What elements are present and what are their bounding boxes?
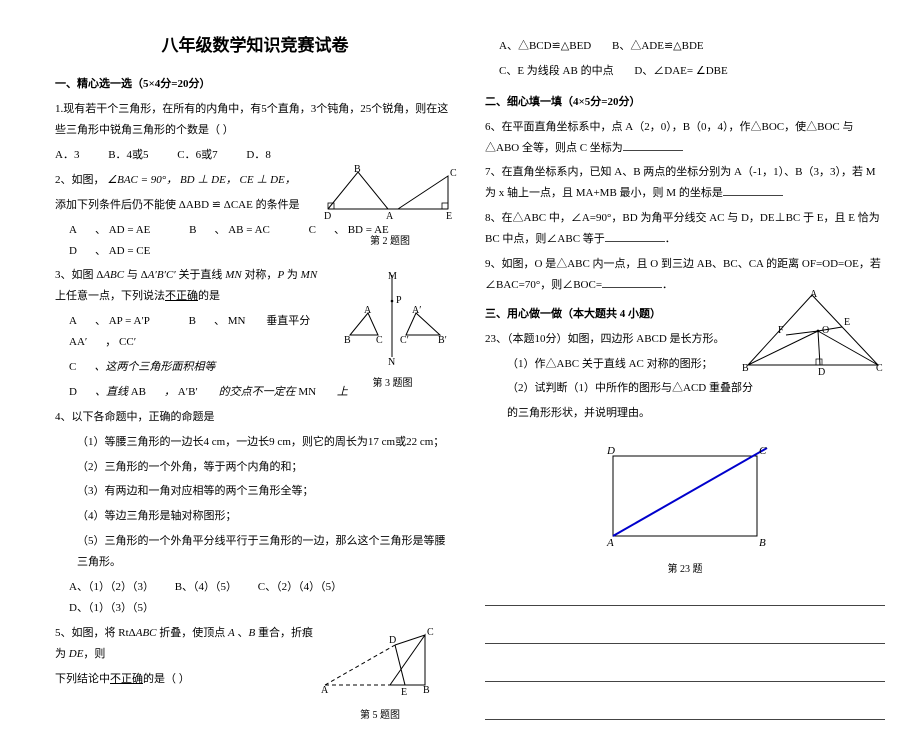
q1: 1.现有若干个三角形，在所有的内角中，有5个直角，3个钝角，25个锐角，则在这些… [55,99,455,141]
q1-options: A．3 B．4或5 C．6或7 D．8 [55,145,455,166]
section-2-heading: 二、细心填一填（4×5分=20分） [485,92,885,113]
q9-text: 9、如图，O 是△ABC 内一点，且 O 到三边 AB、BC、CA 的距离 OF… [485,258,881,291]
q23-p1: （1）作△ABC 关于直线 AC 对称的图形； [485,354,885,375]
q23-p2: （2）试判断（1）中所作的图形与△ACD 重叠部分 [485,378,885,399]
q23-stem: 23、（本题10分）如图，四边形 ABCD 是长方形。 [485,329,885,350]
q7-text: 7、在直角坐标系内，已知 A、B 两点的坐标分别为 A（-1，1）、B（3，3）… [485,166,876,199]
q4-s3: （3）有两边和一角对应相等的两个三角形全等； [55,481,455,502]
q4-A: A、（1）（2）（3） [69,581,154,593]
q5-A: A、△BCD≌△BED [499,40,591,52]
q2-pre: 2、如图， [55,174,105,186]
q3-wrap: M N P A B C A′ C′ B′ 第 3 题图 3、如图 ΔABC 与 … [55,265,455,402]
q5-stem-a: 5、如图，将 RtΔABC 折叠，使顶点 A 、B 重合，折痕为 DE，则 [55,623,455,665]
svg-text:A: A [606,537,614,549]
q8: 8、在△ABC 中，∠A=90°，BD 为角平分线交 AC 与 D，DE⊥BC … [485,208,885,250]
q7-blank [723,184,783,196]
fig23-caption: 第 23 题 [485,560,885,579]
right-column: A、△BCD≌△BED B、△ADE≌△BDE C、E 为线段 AB 的中点 D… [470,30,900,641]
q5-row2: C、E 为线段 AB 的中点 D、∠DAE= ∠DBE [485,61,885,82]
left-column: 八年级数学知识竞赛试卷 一、精心选一选（5×4分=20分） 1.现有若干个三角形… [40,30,470,641]
q8-text: 8、在△ABC 中，∠A=90°，BD 为角平分线交 AC 与 D，DE⊥BC … [485,212,880,245]
q5-row1: A、△BCD≌△BED B、△ADE≌△BDE [485,36,885,57]
q1-D: D．8 [246,149,270,161]
q4-s5: （5）三角形的一个外角平分线平行于三角形的一边，那么这个三角形是等腰三角形。 [55,531,455,573]
q2-stem-line2: 添加下列条件后仍不能使 ΔABD ≌ ΔCAE 的条件是 [55,195,455,216]
q2-math: ∠BAC = 90°， BD ⊥ DE， CE ⊥ DE， [107,174,296,186]
q1-B: B．4或5 [108,149,148,161]
q23-wrap: A B C D E F O 23、（本题10分）如图，四边形 ABCD 是长方形… [485,329,885,425]
svg-text:B: B [759,537,766,549]
q5-stem-b: 下列结论中不正确的是（ ） [55,669,455,690]
q2-wrap: B D A E C 第 2 题图 2、如图， ∠BAC = 90°， BD ⊥ … [55,170,455,216]
q23-p2b: 的三角形形状，并说明理由。 [485,403,885,424]
q5-wrap: A B C D E 第 5 题图 5、如图，将 RtΔABC 折叠，使顶点 A … [55,623,455,690]
q4-s2: （2）三角形的一个外角，等于两个内角的和； [55,457,455,478]
q4-s1: （1）等腰三角形的一边长4 cm，一边长9 cm，则它的周长为17 cm或22 … [55,432,455,453]
fig5-caption: 第 5 题图 [315,706,445,725]
svg-text:C: C [759,445,767,457]
q3-stem: 3、如图 ΔABC 与 ΔA′B′C′ 关于直线 MN 对称，P 为 MN 上任… [55,265,455,307]
q4-C: C、（2）（4）（5） [258,581,342,593]
q2-stem-line1: 2、如图， ∠BAC = 90°， BD ⊥ DE， CE ⊥ DE， [55,170,455,191]
q3-C: C、这两个三角形面积相等 [55,357,455,378]
svg-text:A: A [810,289,818,300]
q5-D: D、∠DAE= ∠DBE [634,65,727,77]
q4-stem: 4、以下各命题中，正确的命题是 [55,407,455,428]
fig23: D C A B 第 23 题 [485,442,885,579]
section-1-heading: 一、精心选一选（5×4分=20分） [55,74,455,95]
q7: 7、在直角坐标系内，已知 A、B 两点的坐标分别为 A（-1，1）、B（3，3）… [485,162,885,204]
q4-options: A、（1）（2）（3） B、（4）（5） C、（2）（4）（5） D、（1）（3… [55,577,455,619]
svg-text:E: E [844,317,850,328]
q6-blank [623,139,683,151]
q5-B: B、△ADE≌△BDE [612,40,704,52]
q4-B: B、（4）（5） [175,581,237,593]
q9-blank [602,276,662,288]
q3-D: D、直线 AB， A′B′ 的交点不一定在 MN 上 [55,382,455,403]
q1-A: A．3 [55,149,79,161]
q6: 6、在平面直角坐标系中，点 A（2，0），B（0，4），作△BOC，使△BOC … [485,117,885,159]
q8-blank [605,230,665,242]
q1-stem: 1.现有若干个三角形，在所有的内角中，有5个直角，3个钝角，25个锐角，则在这些… [55,103,448,136]
q5-C: C、E 为线段 AB 的中点 [499,65,614,77]
exam-title: 八年级数学知识竞赛试卷 [55,30,455,62]
blank-lines [485,585,885,737]
q4-s4: （4）等边三角形是轴对称图形； [55,506,455,527]
q3-AB: A、 AP = A′P B、 MN 垂直平分 AA′， CC′ [55,311,455,353]
q4-D: D、（1）（3）（5） [69,602,154,614]
q1-C: C．6或7 [177,149,217,161]
svg-text:D: D [606,445,615,457]
q2-options: A、 AD = AE B、 AB = AC C、 BD = AE D、 AD =… [55,220,455,262]
